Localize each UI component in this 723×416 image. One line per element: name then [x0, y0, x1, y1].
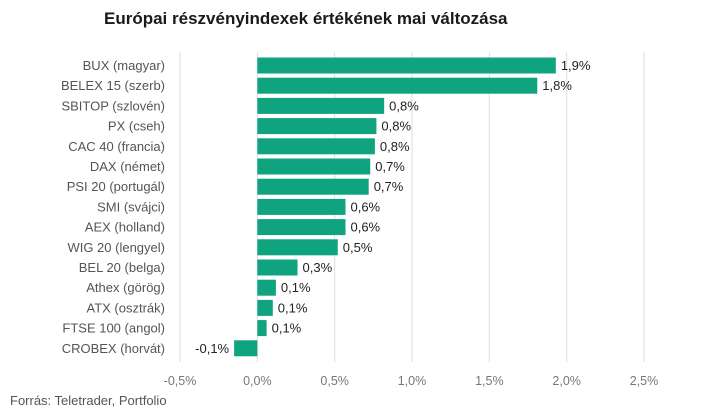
bar [234, 340, 258, 357]
category-label: BELEX 15 (szerb) [61, 78, 165, 93]
category-label: FTSE 100 (angol) [62, 321, 165, 336]
category-label: PSI 20 (portugál) [67, 179, 165, 194]
bar [257, 97, 385, 114]
category-label: ATX (osztrák) [87, 300, 166, 315]
value-label: 0,6% [350, 199, 380, 214]
value-label: -0,1% [195, 341, 229, 356]
category-label: Athex (görög) [86, 280, 165, 295]
category-label: PX (cseh) [108, 119, 165, 134]
x-tick-label: 2,5% [630, 374, 659, 388]
bar [257, 118, 377, 135]
bar [257, 57, 556, 74]
x-tick-label: 1,0% [398, 374, 427, 388]
x-tick-label: -0,5% [164, 374, 197, 388]
category-label: SMI (svájci) [97, 199, 165, 214]
category-label: BEL 20 (belga) [79, 260, 165, 275]
bar [257, 77, 538, 94]
value-label: 0,5% [343, 240, 373, 255]
value-label: 0,1% [281, 280, 311, 295]
bar [257, 138, 375, 155]
category-label: AEX (holland) [85, 220, 165, 235]
chart-title: Európai részvényindexek értékének mai vá… [104, 9, 508, 28]
bar [257, 158, 371, 175]
value-label: 0,8% [380, 139, 410, 154]
value-label: 0,7% [375, 159, 405, 174]
bar [257, 299, 273, 316]
bars [234, 57, 556, 357]
value-label: 0,1% [272, 321, 302, 336]
category-label: DAX (német) [90, 159, 165, 174]
value-label: 0,8% [389, 98, 419, 113]
value-label: 0,8% [381, 119, 411, 134]
x-tick-label: 2,0% [552, 374, 581, 388]
value-label: 1,9% [561, 58, 591, 73]
category-label: CROBEX (horvát) [62, 341, 165, 356]
x-tick-label: 0,5% [320, 374, 349, 388]
bar [257, 219, 346, 236]
x-tick-label: 1,5% [475, 374, 504, 388]
value-label: 0,3% [303, 260, 333, 275]
value-label: 0,6% [350, 220, 380, 235]
value-label: 0,1% [278, 300, 308, 315]
bar [257, 198, 346, 215]
x-tick-label: 0,0% [243, 374, 272, 388]
category-label: WIG 20 (lengyel) [67, 240, 165, 255]
value-label: 0,7% [374, 179, 404, 194]
bar [257, 239, 338, 256]
bar [257, 178, 369, 195]
source-note: Forrás: Teletrader, Portfolio [10, 393, 167, 408]
labels: -0,5% 0,0% 0,5% 1,0% 1,5% 2,0% 2,5% BUX (magyar… [61, 58, 658, 388]
bar [257, 259, 298, 276]
category-label: SBITOP (szlovén) [61, 98, 165, 113]
category-label: CAC 40 (francia) [68, 139, 165, 154]
category-label: BUX (magyar) [83, 58, 165, 73]
value-label: 1,8% [542, 78, 572, 93]
bar [257, 279, 276, 296]
bar [257, 320, 267, 337]
